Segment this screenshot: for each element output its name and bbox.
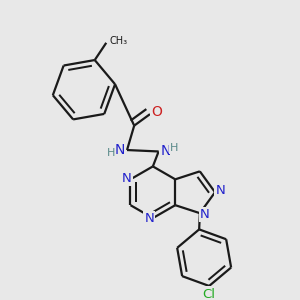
Text: H: H [107,148,116,158]
Text: N: N [215,184,225,197]
Text: O: O [151,105,162,119]
Text: N: N [200,208,210,221]
Text: H: H [170,143,178,153]
Text: Cl: Cl [202,287,216,300]
Text: CH₃: CH₃ [110,36,128,46]
Text: N: N [145,212,154,225]
Text: N: N [115,143,125,157]
Text: N: N [122,172,132,185]
Text: N: N [160,145,171,158]
